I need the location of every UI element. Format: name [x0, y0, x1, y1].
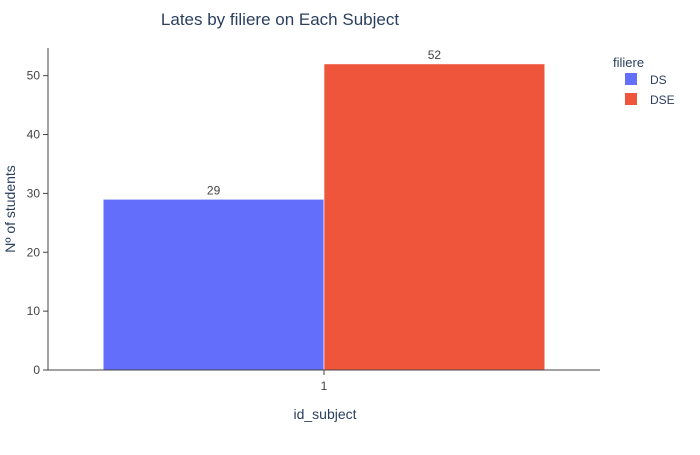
x-axis-label: id_subject — [293, 406, 356, 422]
legend-swatch — [625, 73, 637, 85]
x-tick-label: 1 — [321, 379, 328, 393]
y-tick-label: 40 — [27, 128, 41, 142]
bar-value-label: 52 — [428, 48, 442, 62]
y-tick-label: 30 — [27, 186, 41, 200]
legend-item-dse[interactable]: DSE — [625, 93, 675, 107]
y-axis-label: Nº of students — [2, 165, 18, 253]
y-tick-label: 20 — [27, 245, 41, 259]
legend-title: filiere — [613, 55, 644, 70]
legend-swatch — [625, 93, 637, 105]
y-tick-label: 10 — [27, 304, 41, 318]
legend-label: DSE — [650, 93, 675, 107]
chart-title: Lates by filiere on Each Subject — [161, 10, 399, 29]
x-axis-ticks: 1 — [321, 370, 328, 393]
bar-ds — [102, 198, 325, 371]
y-tick-label: 0 — [33, 363, 40, 377]
bar-dse — [323, 63, 546, 371]
bar-value-label: 29 — [207, 183, 221, 197]
legend-item-ds[interactable]: DS — [625, 73, 667, 87]
legend-label: DS — [650, 73, 667, 87]
legend: filiere DS DSE — [613, 55, 675, 107]
plot-area: 29 52 — [102, 48, 546, 371]
y-tick-label: 50 — [27, 69, 41, 83]
y-axis-ticks: 0 10 20 30 40 50 — [27, 69, 48, 377]
